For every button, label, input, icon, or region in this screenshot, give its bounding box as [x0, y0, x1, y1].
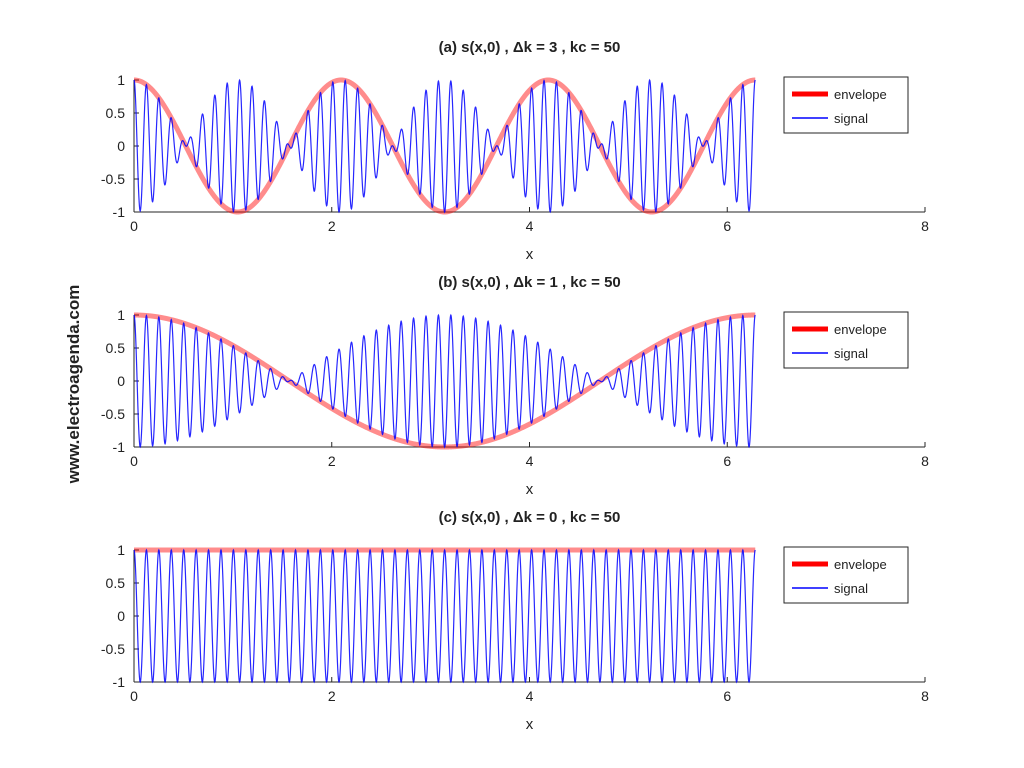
legend-box: [783, 76, 909, 134]
x-tick-label: 4: [526, 688, 534, 704]
chart-panel-1: (a) s(x,0) , Δk = 3 , kc = 500 2 4 6 810.50-…: [101, 39, 929, 263]
y-tick-label: 0.5: [106, 105, 126, 121]
x-tick-label: 8: [921, 218, 929, 234]
y-tick-label: 0.5: [106, 340, 126, 356]
signal-line: [133, 548, 756, 684]
x-tick-label: 2: [328, 218, 336, 234]
legend-label-signal: signal: [834, 581, 868, 596]
y-tick-label: 0.5: [106, 575, 126, 591]
legend-label-signal: signal: [834, 111, 868, 126]
legend-label-signal: signal: [834, 346, 868, 361]
legend: envelope signal: [783, 311, 909, 369]
x-tick-label: 2: [328, 688, 336, 704]
legend-label-envelope: envelope: [834, 322, 887, 337]
y-tick-label: 0: [117, 608, 125, 624]
y-tick-label: 1: [117, 72, 125, 88]
x-axis-label: x: [526, 246, 534, 263]
x-tick-label: 0: [130, 218, 138, 234]
chart-title: (b) s(x,0) , Δk = 1 , kc = 50: [438, 274, 621, 291]
chart-title: (c) s(x,0) , Δk = 0 , kc = 50: [439, 509, 621, 526]
y-tick-label: 0: [117, 138, 125, 154]
y-tick-label: 0: [117, 373, 125, 389]
x-tick-label: 0: [130, 688, 138, 704]
legend-label-envelope: envelope: [834, 87, 887, 102]
x-tick-label: 4: [526, 453, 534, 469]
envelope-line: [131, 77, 758, 215]
legend: envelope signal: [783, 76, 909, 134]
y-tick-label: -0.5: [101, 171, 125, 187]
envelope-line: [131, 312, 758, 450]
signal-line: [133, 313, 756, 449]
x-axis-label: x: [526, 481, 534, 498]
y-tick-label: -0.5: [101, 406, 125, 422]
x-tick-label: 6: [723, 218, 731, 234]
y-tick-label: -1: [113, 674, 126, 690]
x-tick-label: 8: [921, 688, 929, 704]
y-tick-label: 1: [117, 307, 125, 323]
x-tick-label: 8: [921, 453, 929, 469]
x-tick-label: 0: [130, 453, 138, 469]
x-axis-label: x: [526, 716, 534, 733]
x-tick-label: 6: [723, 453, 731, 469]
x-tick-label: 2: [328, 453, 336, 469]
x-tick-label: 4: [526, 218, 534, 234]
y-tick-label: -1: [113, 204, 126, 220]
chart-title: (a) s(x,0) , Δk = 3 , kc = 50: [439, 39, 621, 56]
chart-panel-2: (b) s(x,0) , Δk = 1 , kc = 500 2 4 6 810.50-…: [101, 274, 929, 498]
y-tick-label: -0.5: [101, 641, 125, 657]
x-tick-label: 6: [723, 688, 731, 704]
y-tick-label: -1: [113, 439, 126, 455]
legend-box: [783, 311, 909, 369]
signal-line: [133, 78, 756, 214]
chart-panel-3: (c) s(x,0) , Δk = 0 , kc = 500 2 4 6 810.50-…: [101, 509, 929, 733]
legend-label-envelope: envelope: [834, 557, 887, 572]
legend: envelope signal: [783, 546, 909, 604]
legend-box: [783, 546, 909, 604]
y-tick-label: 1: [117, 542, 125, 558]
